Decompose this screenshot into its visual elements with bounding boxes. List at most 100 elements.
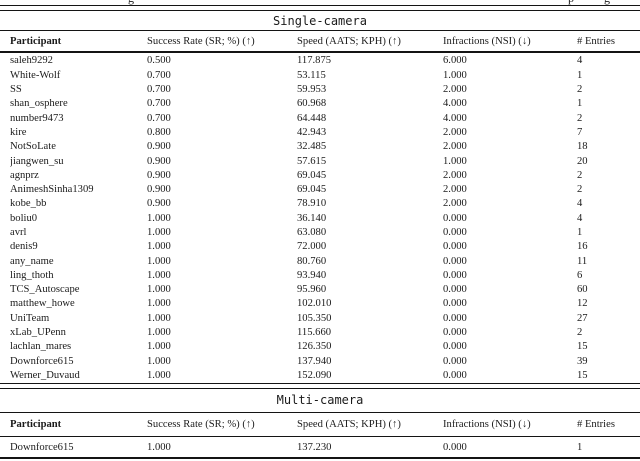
- participant-cell: xLab_UPenn: [10, 327, 66, 339]
- speed-cell: 63.080: [297, 226, 327, 238]
- speed-cell: 57.615: [297, 155, 327, 167]
- section-divider-double-rule: [0, 382, 640, 389]
- success-rate-cell: 1.000: [147, 284, 171, 296]
- success-rate-cell: 0.500: [147, 55, 171, 67]
- table-row: Downforce615 1.000 137.230 0.000 1: [0, 437, 640, 457]
- infractions-cell: 2.000: [443, 169, 467, 181]
- participant-cell: White-Wolf: [10, 69, 61, 81]
- speed-cell: 126.350: [297, 341, 332, 353]
- table-row: ling_thoth 1.000 93.940 0.000 6: [0, 268, 640, 282]
- table-row: AnimeshSinha1309 0.900 69.045 2.000 2: [0, 182, 640, 196]
- single-camera-header-row: Participant Success Rate (SR; %) (↑) Spe…: [0, 31, 640, 51]
- participant-cell: kobe_bb: [10, 198, 47, 210]
- success-rate-cell: 0.700: [147, 69, 171, 81]
- entries-cell: 2: [577, 169, 583, 181]
- entries-cell: 27: [577, 312, 588, 324]
- participant-cell: denis9: [10, 241, 38, 253]
- caption-text-fragment: p: [568, 0, 574, 5]
- table-row: shan_osphere 0.700 60.968 4.000 1: [0, 97, 640, 111]
- entries-cell: 20: [577, 155, 588, 167]
- infractions-cell: 0.000: [443, 255, 467, 267]
- entries-cell: 15: [577, 369, 588, 381]
- infractions-cell: 0.000: [443, 241, 467, 253]
- multi-camera-header-row: Participant Success Rate (SR; %) (↑) Spe…: [0, 413, 640, 436]
- success-rate-cell: 0.900: [147, 169, 171, 181]
- participant-cell: AnimeshSinha1309: [10, 184, 94, 196]
- success-rate-cell: 0.800: [147, 126, 171, 138]
- participant-cell: Werner_Duvaud: [10, 369, 80, 381]
- speed-cell: 115.660: [297, 327, 332, 339]
- speed-cell: 152.090: [297, 369, 332, 381]
- entries-cell: 2: [577, 84, 583, 96]
- table-row: number9473 0.700 64.448 4.000 2: [0, 111, 640, 125]
- caption-text-fragment: g: [128, 0, 134, 5]
- entries-cell: 1: [577, 69, 583, 81]
- speed-cell: 93.940: [297, 269, 327, 281]
- speed-cell: 53.115: [297, 69, 326, 81]
- speed-cell: 80.760: [297, 255, 327, 267]
- infractions-cell: 2.000: [443, 126, 467, 138]
- column-header-infractions: Infractions (NSI) (↓): [443, 35, 531, 47]
- table-row: saleh9292 0.500 117.875 6.000 4: [0, 54, 640, 68]
- table-row: TCS_Autoscape 1.000 95.960 0.000 60: [0, 283, 640, 297]
- speed-cell: 32.485: [297, 141, 327, 153]
- speed-cell: 137.940: [297, 355, 332, 367]
- participant-cell: kire: [10, 126, 27, 138]
- success-rate-cell: 1.000: [147, 241, 171, 253]
- entries-cell: 1: [577, 98, 583, 110]
- table-row: boliu0 1.000 36.140 0.000 4: [0, 211, 640, 225]
- speed-cell: 64.448: [297, 112, 327, 124]
- success-rate-cell: 1.000: [147, 212, 171, 224]
- horizontal-rule: [0, 411, 640, 414]
- infractions-cell: 0.000: [443, 441, 467, 453]
- column-header-success-rate: Success Rate (SR; %) (↑): [147, 419, 255, 431]
- table-row: jiangwen_su 0.900 57.615 1.000 20: [0, 154, 640, 168]
- participant-cell: matthew_howe: [10, 298, 75, 310]
- table-row: xLab_UPenn 1.000 115.660 0.000 2: [0, 325, 640, 339]
- infractions-cell: 0.000: [443, 341, 467, 353]
- infractions-cell: 2.000: [443, 141, 467, 153]
- section-title-multi-camera: Multi-camera: [276, 393, 364, 408]
- entries-cell: 2: [577, 112, 583, 124]
- infractions-cell: 0.000: [443, 298, 467, 310]
- clipped-caption-line: gpg: [0, 0, 640, 5]
- table-row: SS 0.700 59.953 2.000 2: [0, 82, 640, 96]
- participant-cell: any_name: [10, 255, 54, 267]
- section-title-single-camera: Single-camera: [273, 13, 367, 28]
- participant-cell: lachlan_mares: [10, 341, 72, 353]
- participant-cell: agnprz: [10, 169, 39, 181]
- speed-cell: 42.943: [297, 126, 327, 138]
- participant-cell: saleh9292: [10, 55, 53, 67]
- infractions-cell: 1.000: [443, 69, 467, 81]
- horizontal-rule: [0, 51, 640, 53]
- table-row: kobe_bb 0.900 78.910 2.000 4: [0, 197, 640, 211]
- success-rate-cell: 0.700: [147, 98, 171, 110]
- column-header-participant: Participant: [10, 419, 62, 431]
- success-rate-cell: 1.000: [147, 269, 171, 281]
- speed-cell: 72.000: [297, 241, 327, 253]
- entries-cell: 4: [577, 212, 583, 224]
- infractions-cell: 6.000: [443, 55, 467, 67]
- table-row: avrl 1.000 63.080 0.000 1: [0, 225, 640, 239]
- multi-camera-rows: Downforce615 1.000 137.230 0.000 1: [0, 437, 640, 457]
- speed-cell: 36.140: [297, 212, 327, 224]
- success-rate-cell: 0.900: [147, 184, 171, 196]
- infractions-cell: 0.000: [443, 212, 467, 224]
- single-camera-rows: saleh9292 0.500 117.875 6.000 4 White-Wolf 0.7…: [0, 53, 640, 383]
- speed-cell: 60.968: [297, 98, 327, 110]
- success-rate-cell: 0.900: [147, 198, 171, 210]
- bottom-rule: [0, 456, 640, 460]
- participant-cell: Downforce615: [10, 441, 74, 453]
- entries-cell: 2: [577, 327, 583, 339]
- entries-cell: 16: [577, 241, 588, 253]
- table-row: agnprz 0.900 69.045 2.000 2: [0, 168, 640, 182]
- entries-cell: 11: [577, 255, 588, 267]
- entries-cell: 4: [577, 198, 583, 210]
- speed-cell: 69.045: [297, 169, 327, 181]
- entries-cell: 60: [577, 284, 588, 296]
- column-header-speed: Speed (AATS; KPH) (↑): [297, 35, 401, 47]
- table-row: kire 0.800 42.943 2.000 7: [0, 125, 640, 139]
- success-rate-cell: 1.000: [147, 441, 171, 453]
- infractions-cell: 0.000: [443, 355, 467, 367]
